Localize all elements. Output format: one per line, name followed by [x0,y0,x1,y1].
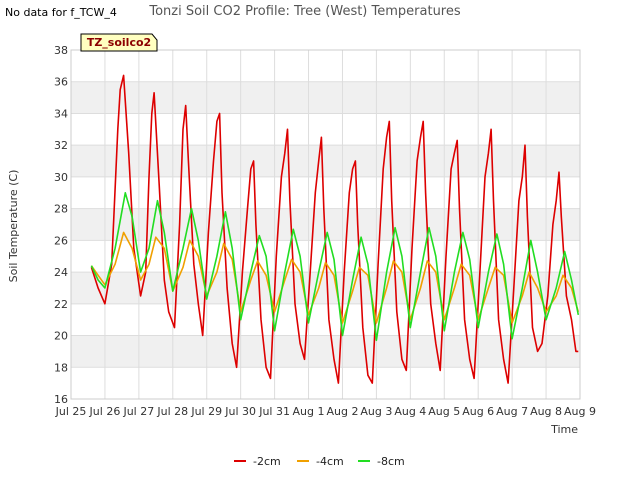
y-tick-label: 18 [54,361,68,374]
legend-label: -8cm [377,455,405,468]
tag-label: TZ_soilco2 [87,36,151,49]
series-layer [90,74,580,384]
plot-band [71,176,580,209]
y-tick-label: 34 [54,107,68,120]
plot-frame [70,49,581,400]
plot-band [71,81,580,114]
series-line-8cm [90,192,580,342]
plot-band [71,303,580,336]
y-tick-label: 22 [54,298,68,311]
legend-item: -8cm [358,455,405,468]
y-tick-label: 26 [54,234,68,247]
x-tick-label: Aug 7 [496,405,528,418]
y-axis-label: Soil Temperature (C) [7,170,20,283]
chart-title: Tonzi Soil CO2 Profile: Tree (West) Temp… [148,4,461,19]
y-tick-label: 38 [54,44,68,57]
tag-box: TZ_soilco2 [80,33,158,52]
x-axis-label: Time [550,423,578,436]
plot-band [71,145,580,177]
y-tick-label: 30 [54,171,68,184]
x-tick-label: Jul 25 [55,405,87,418]
x-tick-label: Jul 27 [122,405,154,418]
no-data-note: No data for f_TCW_4 [5,6,117,19]
x-tick-label: Jul 26 [89,405,121,418]
y-tick-label: 28 [54,203,68,216]
x-tick-label: Aug 5 [428,405,460,418]
plot-band [71,335,580,368]
x-tick-label: Jul 31 [258,405,290,418]
x-axis-ticks: Jul 25 Jul 26 Jul 27 Jul 28 Jul 29 Jul 30 Jul … [55,405,596,418]
y-tick-label: 20 [54,330,68,343]
y-tick-label: 16 [54,393,68,406]
x-tick-label: Jul 29 [190,405,222,418]
legend: -2cm -4cm -8cm [234,455,405,468]
x-tick-label: Aug 8 [530,405,562,418]
plot-band [71,272,580,304]
x-tick-label: Aug 6 [462,405,494,418]
legend-label: -4cm [316,455,344,468]
x-tick-label: Aug 4 [394,405,426,418]
x-tick-label: Aug 1 [293,405,325,418]
legend-item: -4cm [297,455,344,468]
plot-band [71,367,580,399]
y-tick-label: 24 [54,266,68,279]
x-tick-label: Aug 2 [326,405,358,418]
y-tick-label: 36 [54,76,68,89]
legend-label: -2cm [253,455,281,468]
plot-band [71,50,580,82]
x-tick-label: Jul 30 [224,405,256,418]
x-tick-label: Jul 28 [156,405,188,418]
x-tick-label: Aug 3 [360,405,392,418]
plot-background [71,50,580,399]
plot-band [71,113,580,146]
y-axis-ticks: 16 18 20 22 24 26 28 30 32 34 36 38 [54,44,68,406]
x-tick-label: Aug 9 [564,405,596,418]
legend-item: -2cm [234,455,281,468]
y-tick-label: 32 [54,139,68,152]
